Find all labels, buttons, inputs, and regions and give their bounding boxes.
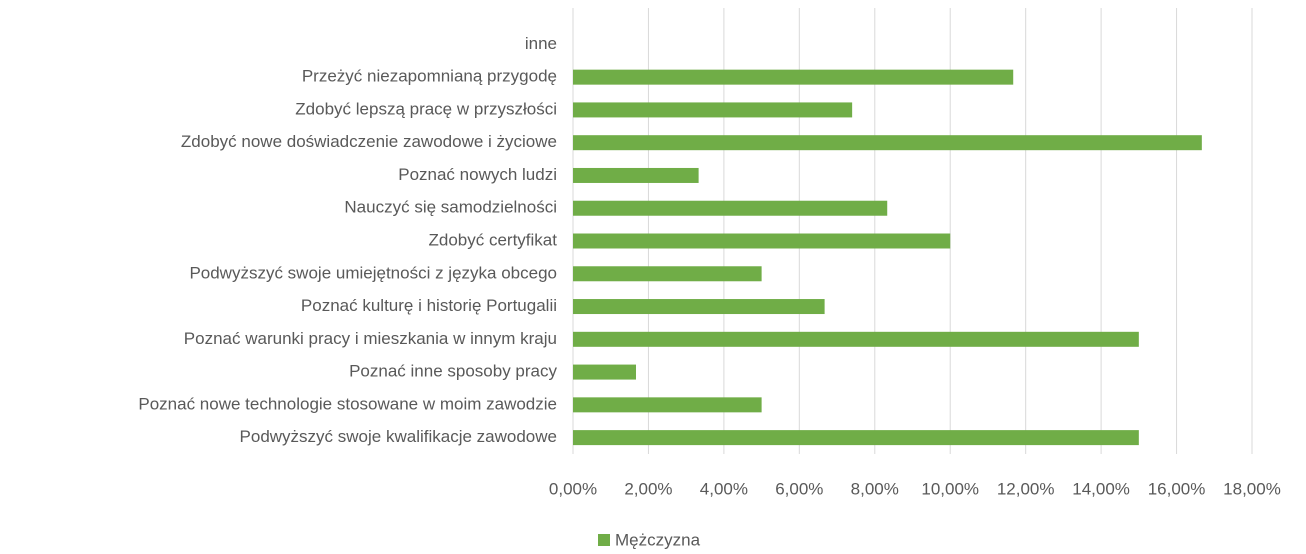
y-tick-label: Poznać nowych ludzi [398,165,557,184]
y-tick-label: Poznać kulturę i historię Portugalii [301,296,557,315]
bar [573,397,762,413]
x-tick-label: 18,00% [1223,479,1281,498]
y-tick-label: Podwyższyć swoje kwalifikacje zawodowe [240,427,557,446]
x-tick-label: 12,00% [997,479,1055,498]
bar [573,331,1139,347]
y-tick-label: inne [525,34,557,53]
bar [573,266,762,282]
x-tick-label: 0,00% [549,479,597,498]
bar [573,299,825,315]
bar [573,364,636,380]
y-tick-label: Przeżyć niezapomnianą przygodę [302,67,557,86]
bar [573,102,853,118]
x-tick-label: 4,00% [700,479,748,498]
bar [573,135,1202,151]
x-tick-label: 6,00% [775,479,823,498]
bar [573,430,1139,446]
legend-swatch [598,534,610,546]
x-tick-label: 2,00% [624,479,672,498]
x-tick-label: 10,00% [921,479,979,498]
y-tick-label: Zdobyć certyfikat [429,230,558,249]
x-tick-label: 16,00% [1148,479,1206,498]
y-tick-label: Podwyższyć swoje umiejętności z języka o… [189,263,557,282]
y-tick-label: Zdobyć nowe doświadczenie zawodowe i życ… [181,132,557,151]
y-tick-label: Poznać inne sposoby pracy [349,362,557,381]
y-tick-label: Poznać warunki pracy i mieszkania w inny… [184,329,557,348]
x-tick-label: 14,00% [1072,479,1130,498]
y-tick-label: Zdobyć lepszą pracę w przyszłości [295,99,557,118]
bar [573,200,888,216]
bar [573,167,699,183]
bar [573,233,951,249]
bar [573,69,1014,85]
y-tick-label: Poznać nowe technologie stosowane w moim… [138,394,557,413]
legend-label: Mężczyzna [615,530,701,549]
x-tick-label: 8,00% [851,479,899,498]
y-tick-label: Nauczyć się samodzielności [344,198,557,217]
